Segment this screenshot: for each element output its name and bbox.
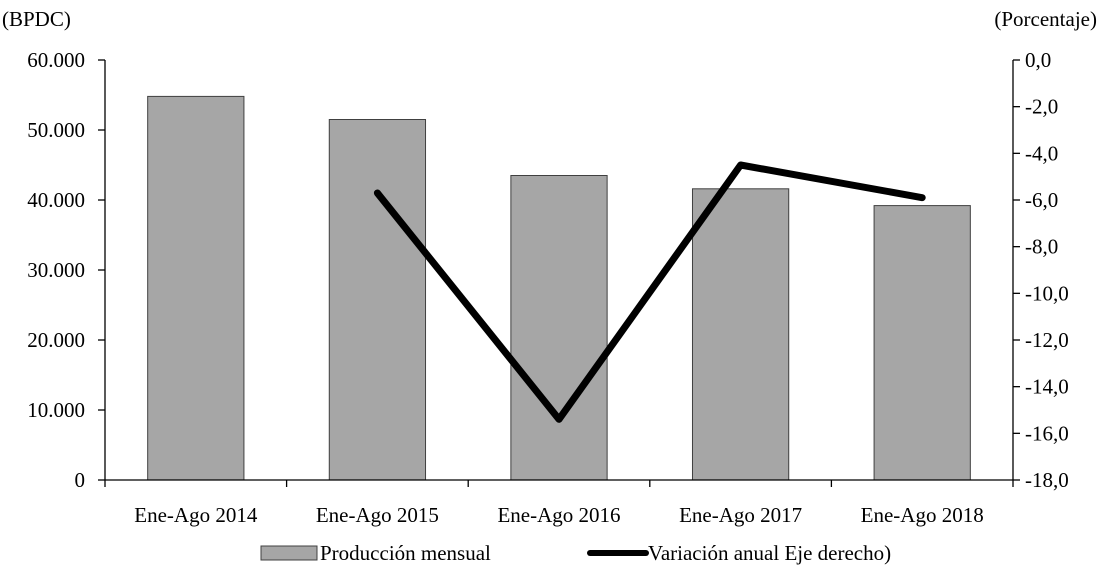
left-tick-label-3: 30.000 [27,258,85,282]
left-tick-label-6: 60.000 [27,48,85,72]
right-tick-label-0: 0,0 [1025,48,1051,72]
right-tick-label-5: -10,0 [1025,281,1069,305]
legend-bar-swatch [261,546,317,560]
legend-line-label: Variación anual Eje derecho) [648,541,891,565]
bar-0 [148,96,244,480]
line-series-variacion [377,165,922,419]
line-group [377,165,922,420]
left-tick-label-1: 10.000 [27,398,85,422]
right-tick-label-7: -14,0 [1025,375,1069,399]
left-axis-unit-label: (BPDC) [2,7,71,31]
x-tick-label-2: Ene-Ago 2016 [497,503,620,527]
x-tick-label-0: Ene-Ago 2014 [134,503,258,527]
right-tick-label-3: -6,0 [1025,188,1058,212]
bar-3 [692,189,788,480]
left-tick-label-4: 40.000 [27,188,85,212]
left-tick-label-2: 20.000 [27,328,85,352]
right-axis-unit-label: (Porcentaje) [994,7,1097,31]
bar-2 [511,176,607,481]
left-tick-label-5: 50.000 [27,118,85,142]
x-tick-label-1: Ene-Ago 2015 [316,503,439,527]
right-tick-label-9: -18,0 [1025,468,1069,492]
bar-1 [329,120,425,481]
legend: Producción mensual Variación anual Eje de… [261,541,891,565]
right-tick-label-8: -16,0 [1025,421,1069,445]
right-tick-label-2: -4,0 [1025,141,1058,165]
right-tick-label-1: -2,0 [1025,95,1058,119]
bar-4 [874,206,970,480]
right-tick-label-6: -12,0 [1025,328,1069,352]
legend-bar-label: Producción mensual [320,541,491,565]
x-tick-label-3: Ene-Ago 2017 [679,503,802,527]
right-tick-label-4: -8,0 [1025,235,1058,259]
x-tick-label-4: Ene-Ago 2018 [861,503,984,527]
left-tick-label-0: 0 [75,468,86,492]
